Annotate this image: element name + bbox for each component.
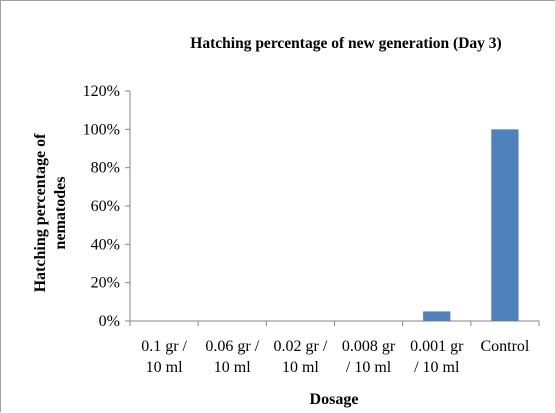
x-axis-title: Dosage bbox=[310, 391, 359, 408]
x-tick-label: 0.02 gr / bbox=[274, 338, 328, 355]
y-axis-title: Hatching percentage of nematodes bbox=[32, 133, 69, 292]
x-tick-label: 10 ml bbox=[214, 359, 251, 376]
y-tick-label: 60% bbox=[91, 198, 120, 215]
y-axis-title-line-2: nematodes bbox=[52, 177, 69, 250]
x-tick-label: 10 ml bbox=[282, 359, 319, 376]
chart-title: Hatching percentage of new generation (D… bbox=[190, 35, 501, 52]
y-tick-label: 0% bbox=[99, 313, 120, 330]
y-axis-title-line-1: Hatching percentage of bbox=[32, 133, 49, 292]
x-tick-label: / 10 ml bbox=[346, 359, 392, 376]
bar bbox=[491, 129, 519, 321]
x-tick-label: 10 ml bbox=[146, 359, 183, 376]
y-tick-label: 80% bbox=[91, 160, 120, 177]
x-tick-label: 0.008 gr bbox=[342, 338, 396, 355]
x-tick-label: Control bbox=[480, 338, 529, 355]
x-tick-label: 0.1 gr / bbox=[141, 338, 187, 355]
x-tick-label: / 10 ml bbox=[414, 359, 460, 376]
plot-area: 0% 20% 40% 60% 80% 100% 120% 0.1 gr / 10 ml 0.06 … bbox=[83, 83, 540, 376]
bar bbox=[423, 311, 451, 321]
x-tick-label: 0.06 gr / bbox=[205, 338, 259, 355]
y-tick-label: 20% bbox=[91, 275, 120, 292]
x-tick-label: 0.001 gr bbox=[410, 338, 464, 355]
y-tick-label: 40% bbox=[91, 236, 120, 253]
y-tick-label: 120% bbox=[83, 83, 120, 100]
y-tick-label: 100% bbox=[83, 121, 120, 138]
